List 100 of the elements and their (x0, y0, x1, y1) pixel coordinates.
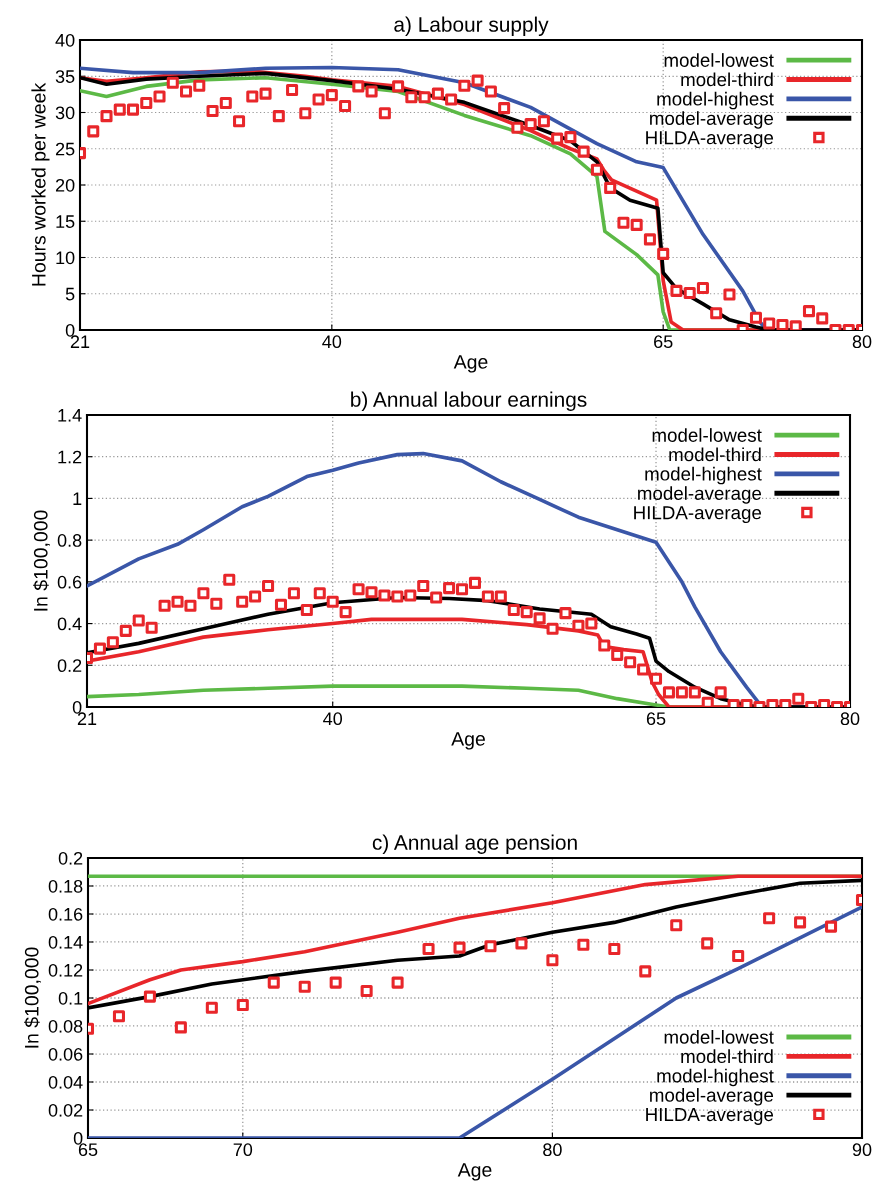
point (378, 589, 391, 602)
legend-label: HILDA-average (646, 1108, 774, 1125)
point (637, 663, 650, 676)
point (274, 598, 288, 611)
y-axis-title: In $100,000 (33, 510, 50, 611)
point (802, 305, 816, 318)
point (299, 107, 312, 120)
point (145, 621, 158, 634)
point (453, 941, 466, 954)
point (210, 597, 223, 610)
point (113, 103, 126, 116)
point (417, 580, 430, 593)
point (481, 590, 494, 603)
point (657, 247, 670, 260)
point (611, 648, 624, 661)
x-tick-label: 65 (654, 335, 673, 349)
y-tick-label: 0.18 (48, 879, 83, 893)
legend-label: model-average (650, 1088, 774, 1106)
point (313, 587, 326, 600)
point (430, 591, 443, 604)
x-tick-label: 80 (543, 1143, 562, 1157)
x-axis-title: Age (453, 355, 488, 373)
point (816, 312, 829, 325)
point (484, 85, 497, 98)
point (675, 686, 688, 699)
point (126, 103, 140, 116)
y-tick-label: 1.2 (58, 450, 82, 464)
y-tick-label: 0.12 (48, 963, 83, 977)
point (405, 91, 418, 104)
legend-label: model-lowest (664, 1029, 774, 1044)
point (93, 642, 106, 655)
point (205, 1001, 218, 1014)
x-axis-title: Age (451, 732, 485, 750)
point (511, 121, 524, 134)
chart-title: c) Annual age pension (372, 834, 577, 854)
x-tick-label: 70 (233, 1143, 253, 1157)
point (585, 617, 598, 630)
x-tick-label: 40 (323, 712, 343, 726)
y-tick-label: 0.4 (57, 617, 82, 631)
y-tick-label: 0.8 (57, 534, 82, 547)
point (825, 920, 838, 933)
legend-label: model-average (650, 111, 774, 129)
legend-label: model-third (681, 1049, 773, 1064)
legend-label: HILDA-average (634, 506, 762, 524)
point (132, 614, 145, 627)
point (688, 686, 701, 699)
point (617, 216, 630, 229)
point (365, 85, 378, 98)
point (714, 686, 727, 699)
point (546, 622, 559, 635)
y-tick-label: 0.1 (58, 991, 83, 1005)
y-tick-label: 5 (65, 287, 75, 301)
point (723, 288, 736, 301)
y-tick-label: 40 (55, 33, 75, 47)
y-tick-label: 10 (56, 251, 75, 265)
point (763, 317, 776, 330)
y-tick-label: 30 (55, 106, 75, 120)
point (143, 990, 156, 1003)
y-tick-label: 0 (73, 1131, 83, 1145)
point (533, 612, 546, 625)
point (171, 595, 184, 608)
legend-label: model-average (638, 486, 762, 504)
point (537, 115, 550, 128)
y-tick-label: 0 (72, 700, 82, 714)
legend-label: model-third (669, 447, 761, 462)
point (391, 976, 404, 989)
point (300, 603, 313, 617)
point (794, 916, 807, 929)
y-tick-label: 0.08 (48, 1019, 83, 1033)
point (197, 587, 210, 600)
point (236, 998, 249, 1012)
point (572, 619, 585, 632)
point (166, 76, 179, 89)
point (494, 590, 507, 603)
x-tick-label: 90 (852, 1143, 872, 1157)
y-tick-label: 35 (55, 70, 75, 83)
point (193, 79, 206, 92)
point (662, 686, 675, 699)
point (262, 580, 275, 593)
legend-label: model-highest (657, 1068, 774, 1087)
x-tick-label: 21 (70, 335, 90, 348)
point (468, 576, 481, 589)
point (246, 90, 259, 103)
point (431, 87, 444, 100)
point (233, 115, 246, 128)
point (749, 311, 762, 324)
point (732, 949, 745, 963)
x-tick-label: 65 (646, 712, 666, 726)
point (471, 74, 484, 87)
point (484, 940, 497, 953)
point (329, 976, 342, 989)
point (352, 583, 365, 596)
point (670, 284, 683, 297)
y-tick-label: 1.4 (58, 409, 82, 422)
point (352, 80, 365, 93)
y-tick-label: 25 (55, 142, 75, 156)
point (391, 590, 404, 603)
point (639, 965, 652, 978)
x-tick-label: 80 (840, 712, 860, 726)
point (112, 1010, 125, 1023)
